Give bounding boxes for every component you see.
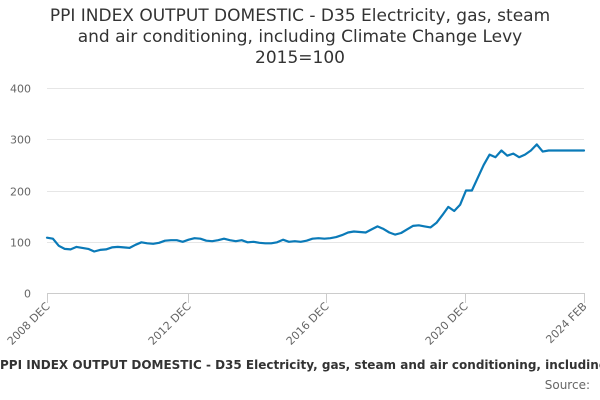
series-layer <box>45 143 586 253</box>
gridlines <box>47 88 584 294</box>
x-tick-label: 2012 DEC <box>146 300 194 348</box>
chart-title-line-3: 2015=100 <box>255 48 345 68</box>
y-axis: 0 100 200 300 400 <box>10 83 31 301</box>
series-caption: PPI INDEX OUTPUT DOMESTIC - D35 Electric… <box>0 358 600 372</box>
y-tick-label: 400 <box>10 83 31 96</box>
chart-title: PPI INDEX OUTPUT DOMESTIC - D35 Electric… <box>0 6 600 69</box>
y-tick-label: 0 <box>24 288 31 301</box>
y-tick-label: 100 <box>10 237 31 250</box>
source-label: Source: <box>544 378 590 392</box>
x-tick-label: 2008 DEC <box>5 300 53 348</box>
series-line <box>45 143 586 253</box>
y-tick-label: 300 <box>10 134 31 147</box>
y-tick-label: 200 <box>10 186 31 199</box>
x-tick-label: 2016 DEC <box>284 300 332 348</box>
x-tick-label: 2020 DEC <box>423 300 471 348</box>
chart-title-line-1: PPI INDEX OUTPUT DOMESTIC - D35 Electric… <box>49 6 551 26</box>
x-tick-label: 2024 FEB <box>543 300 589 346</box>
chart-title-line-2: and air conditioning, including Climate … <box>77 27 523 47</box>
x-axis: 2008 DEC 2012 DEC 2016 DEC 2020 DEC 2024 FEB <box>5 293 590 348</box>
